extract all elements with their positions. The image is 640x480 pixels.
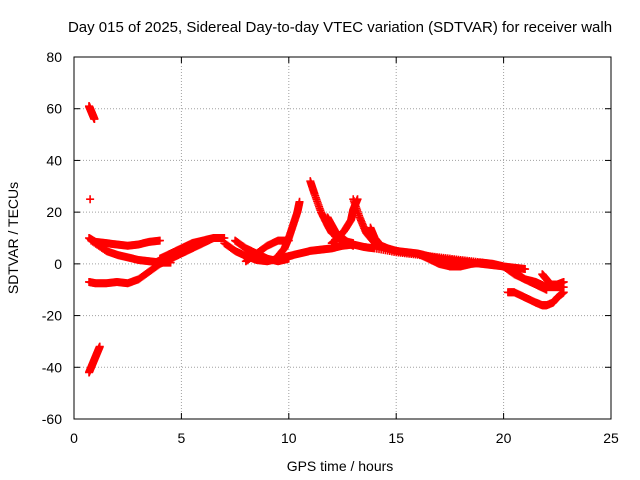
data-points [85, 102, 568, 377]
y-tick-label: -40 [42, 359, 62, 375]
data-point [90, 115, 99, 124]
y-tick-labels: -60 -40 -20 0 20 40 60 80 [42, 49, 62, 427]
data-point [155, 236, 164, 245]
y-tick-label: -20 [42, 308, 62, 324]
y-tick-label: 60 [46, 101, 62, 117]
x-tick-label: 20 [496, 430, 512, 446]
series-arc-8 [274, 197, 304, 261]
y-axis-label: SDTVAR / TECUs [5, 182, 21, 294]
y-tick-label: -60 [42, 411, 62, 427]
series-arc-outlier [86, 195, 95, 204]
x-tick-label: 15 [388, 430, 404, 446]
chart-title: Day 015 of 2025, Sidereal Day-to-day VTE… [68, 19, 612, 36]
y-tick-label: 40 [46, 152, 62, 168]
plot-frame [73, 56, 612, 420]
data-point [349, 241, 358, 250]
y-tick-label: 80 [46, 49, 62, 65]
y-tick-label: 20 [46, 204, 62, 220]
data-point [559, 277, 568, 286]
x-tick-label: 25 [603, 430, 619, 446]
data-point [521, 265, 530, 274]
series-arc-17 [538, 270, 568, 289]
series-arc-4 [155, 234, 229, 263]
series-arc-high-start [85, 102, 99, 124]
data-point [559, 288, 568, 297]
y-tick-label: 0 [54, 256, 62, 272]
series-arc-low-start [85, 342, 104, 377]
data-point [295, 197, 304, 206]
series-arc-2 [87, 236, 175, 267]
x-tick-label: 0 [70, 430, 78, 446]
data-point [95, 342, 104, 351]
x-axis-label: GPS time / hours [287, 458, 394, 474]
x-tick-labels: 0 5 10 15 20 25 [70, 430, 619, 446]
data-point [86, 195, 95, 204]
x-tick-label: 10 [281, 430, 297, 446]
series-arc-16 [503, 288, 568, 310]
data-point [284, 254, 293, 263]
x-tick-label: 5 [178, 430, 186, 446]
series-arc-10 [323, 213, 358, 250]
